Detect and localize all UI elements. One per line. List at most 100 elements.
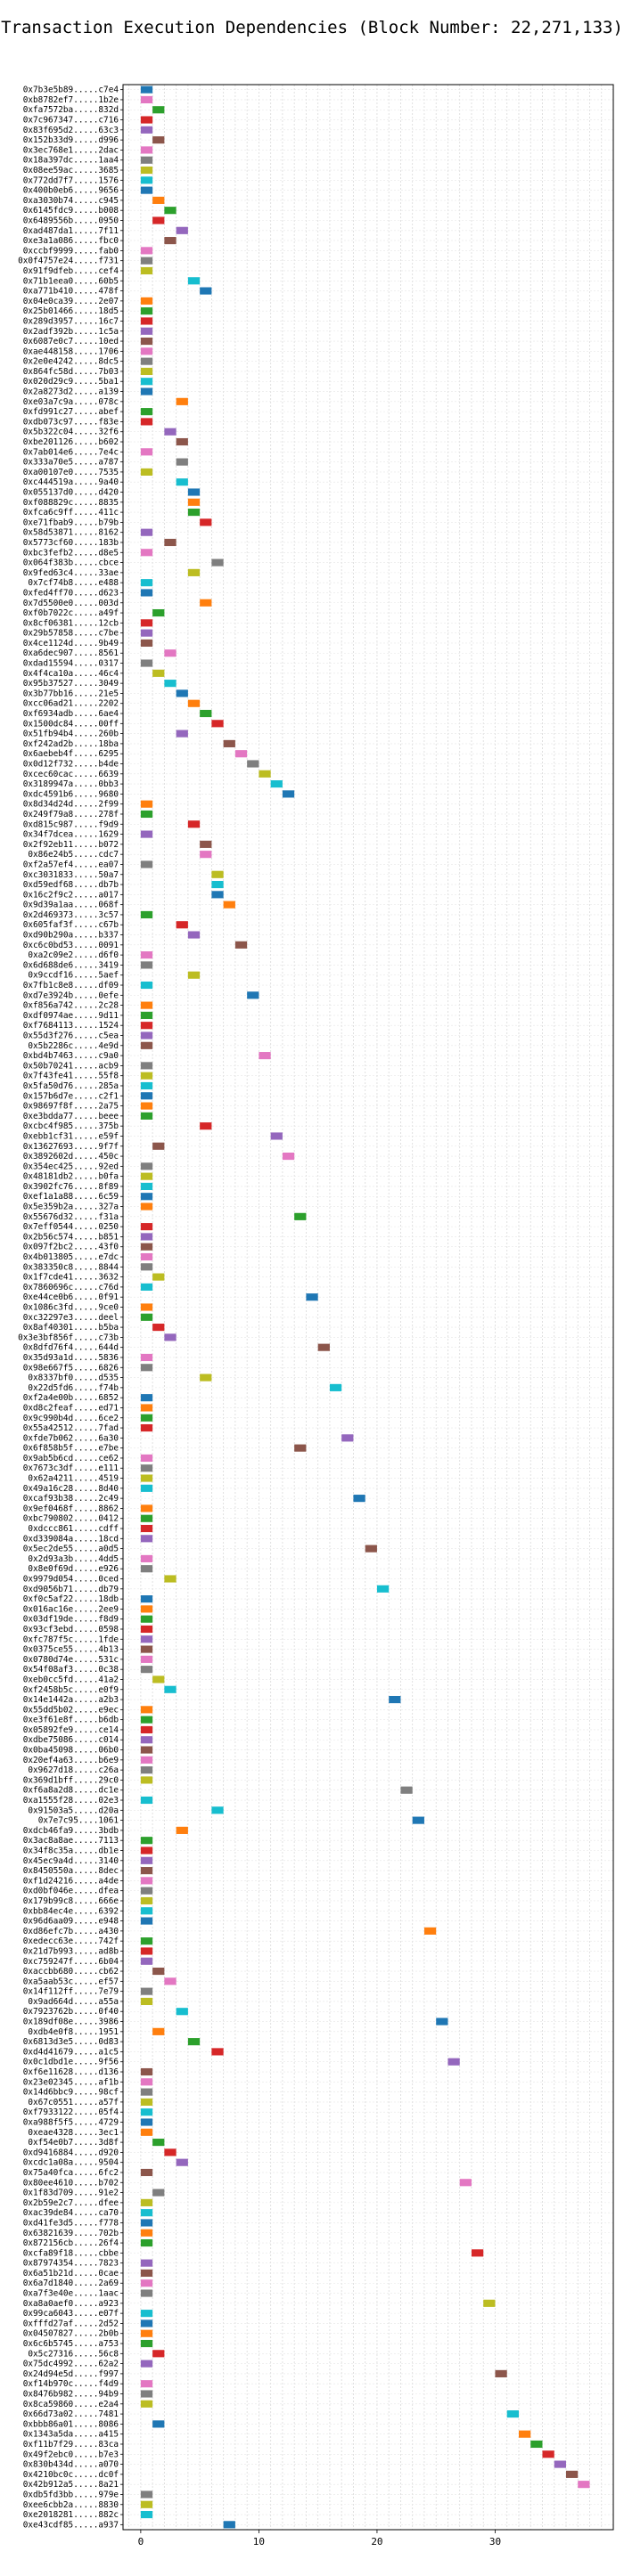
transaction-label: 0x7ab014e6.....7e4c — [23, 447, 119, 457]
execution-bar — [140, 2078, 153, 2086]
transaction-label: 0x8cf06381.....12cb — [23, 618, 119, 628]
transaction-label: 0x8ca59860.....e2a4 — [23, 2400, 119, 2409]
transaction-label: 0xd339084a.....18cd — [23, 1534, 119, 1544]
execution-bar — [140, 1635, 153, 1643]
transaction-label: 0x0d12f732.....b4de — [23, 760, 119, 770]
execution-bar — [140, 1062, 153, 1070]
transaction-label: 0x35d93a1d.....5836 — [23, 1353, 119, 1363]
transaction-label: 0x3ec768e1.....2dac — [23, 145, 119, 155]
execution-bar — [187, 971, 201, 979]
transaction-label: 0xd7e3924b.....0efe — [23, 990, 119, 1000]
execution-bar — [200, 709, 212, 718]
transaction-label: 0xe44ce0b6.....0f91 — [23, 1292, 119, 1302]
execution-bar — [140, 2289, 153, 2297]
execution-bar — [176, 921, 188, 929]
transaction-label: 0x9d39a1aa.....068f — [23, 901, 119, 910]
transaction-label: 0x7cf74b8.....e488 — [28, 578, 119, 588]
transaction-label: 0xf242ad2b.....18ba — [23, 739, 119, 749]
transaction-label: 0x5fa50d76.....285a — [23, 1081, 119, 1091]
execution-bar — [140, 1605, 153, 1613]
transaction-label: 0x51fb94b4.....260b — [23, 730, 119, 739]
transaction-label: 0x14f112ff.....7e79 — [23, 1987, 119, 1997]
execution-bar — [152, 1675, 165, 1683]
execution-bar — [176, 2008, 188, 2016]
transaction-label: 0xef1a1a88.....6c59 — [23, 1192, 119, 1202]
transaction-label: 0xa8a0aef0.....a923 — [23, 2299, 119, 2309]
execution-bar — [140, 619, 153, 627]
execution-bar — [140, 910, 153, 919]
execution-bar — [140, 810, 153, 819]
execution-bar — [447, 2058, 460, 2066]
execution-bar — [140, 266, 153, 275]
execution-bar — [187, 699, 201, 707]
execution-bar — [140, 1766, 153, 1774]
execution-bar — [140, 1896, 153, 1905]
transaction-label: 0xa771b410.....478f — [23, 287, 119, 297]
transaction-label: 0xdcb46fa9.....3bdb — [23, 1826, 119, 1836]
transaction-label: 0x7673c3df.....e111 — [23, 1463, 119, 1473]
execution-bar — [140, 1112, 153, 1120]
execution-bar — [140, 176, 153, 184]
execution-bar — [140, 2209, 153, 2217]
transaction-label: 0x86e24b5.....cdc7 — [28, 850, 119, 860]
transaction-label: 0xaccbb680.....cb62 — [23, 1967, 119, 1977]
execution-bar — [140, 860, 153, 868]
transaction-label: 0x6489556b.....0950 — [23, 216, 119, 226]
execution-bar — [140, 116, 153, 124]
execution-bar — [140, 1364, 153, 1372]
execution-bar — [211, 880, 224, 889]
transaction-label: 0xdb5fd3bb.....979e — [23, 2490, 119, 2499]
execution-bar — [140, 468, 153, 476]
transaction-label: 0x87974354.....7823 — [23, 2259, 119, 2269]
transaction-label: 0x6f858b5f.....e7be — [23, 1444, 119, 1454]
execution-bar — [211, 720, 224, 728]
transaction-label: 0xa5aab53c.....ef57 — [23, 1977, 119, 1986]
transaction-label: 0x289d3957.....16c7 — [23, 316, 119, 326]
execution-bar — [140, 2360, 153, 2368]
transaction-label: 0x157b6d7e.....c2f1 — [23, 1091, 119, 1101]
execution-bar — [223, 2521, 235, 2529]
transaction-label: 0x9c990b4d.....6ce2 — [23, 1414, 119, 1423]
execution-bar — [176, 2158, 188, 2166]
transaction-label: 0xad487da1.....7f11 — [23, 226, 119, 236]
transaction-label: 0x097f2bc2.....43f0 — [23, 1243, 119, 1252]
transaction-label: 0x5ec2de55.....a0d5 — [23, 1545, 119, 1554]
execution-bar — [140, 830, 153, 838]
execution-bar — [140, 2319, 153, 2327]
transaction-label: 0x605faf3f.....c67b — [23, 920, 119, 930]
execution-bar — [200, 1122, 212, 1130]
execution-bar — [140, 1283, 153, 1291]
execution-bar — [140, 1666, 153, 1674]
execution-bar — [200, 840, 212, 848]
transaction-label: 0xdf0974ae.....9d11 — [23, 1011, 119, 1021]
execution-bar — [140, 1202, 153, 1211]
execution-bar — [294, 1212, 307, 1220]
transaction-label: 0x34f7dcea.....1629 — [23, 830, 119, 840]
transaction-label: 0x9979d054.....0ced — [23, 1575, 119, 1585]
execution-bar — [152, 1142, 165, 1150]
transaction-label: 0x98e667f5.....6826 — [23, 1363, 119, 1373]
execution-bar — [176, 689, 188, 697]
execution-bar — [140, 1081, 153, 1090]
execution-bar — [152, 2189, 165, 2197]
execution-bar — [234, 750, 248, 758]
execution-bar — [140, 186, 153, 194]
transaction-label: 0x055137d0.....d420 — [23, 488, 119, 498]
execution-bar — [341, 1434, 354, 1442]
execution-bar — [140, 1011, 153, 1019]
execution-bar — [234, 941, 248, 949]
transaction-label: 0x63821639.....702b — [23, 2229, 119, 2238]
transaction-label: 0xc6c0bd53.....0091 — [23, 941, 119, 950]
execution-bar — [211, 558, 224, 567]
execution-bar — [140, 2118, 153, 2126]
x-tick-labels: 0 10 20 30 — [138, 2530, 501, 2547]
transaction-label: 0x772dd7f7.....1576 — [23, 175, 119, 185]
execution-bar — [140, 2329, 153, 2337]
transaction-label: 0x9ef0468f.....8862 — [23, 1504, 119, 1513]
transaction-label: 0x0375ce55.....4b13 — [23, 1645, 119, 1655]
transaction-label: 0x62a4211.....4519 — [28, 1474, 119, 1484]
transaction-label: 0x4210bc0c.....dc0f — [23, 2470, 119, 2480]
transaction-label: 0xd86efc7b.....a430 — [23, 1927, 119, 1936]
execution-bar — [140, 800, 153, 808]
transaction-label: 0xcc06ad21.....2202 — [23, 699, 119, 709]
